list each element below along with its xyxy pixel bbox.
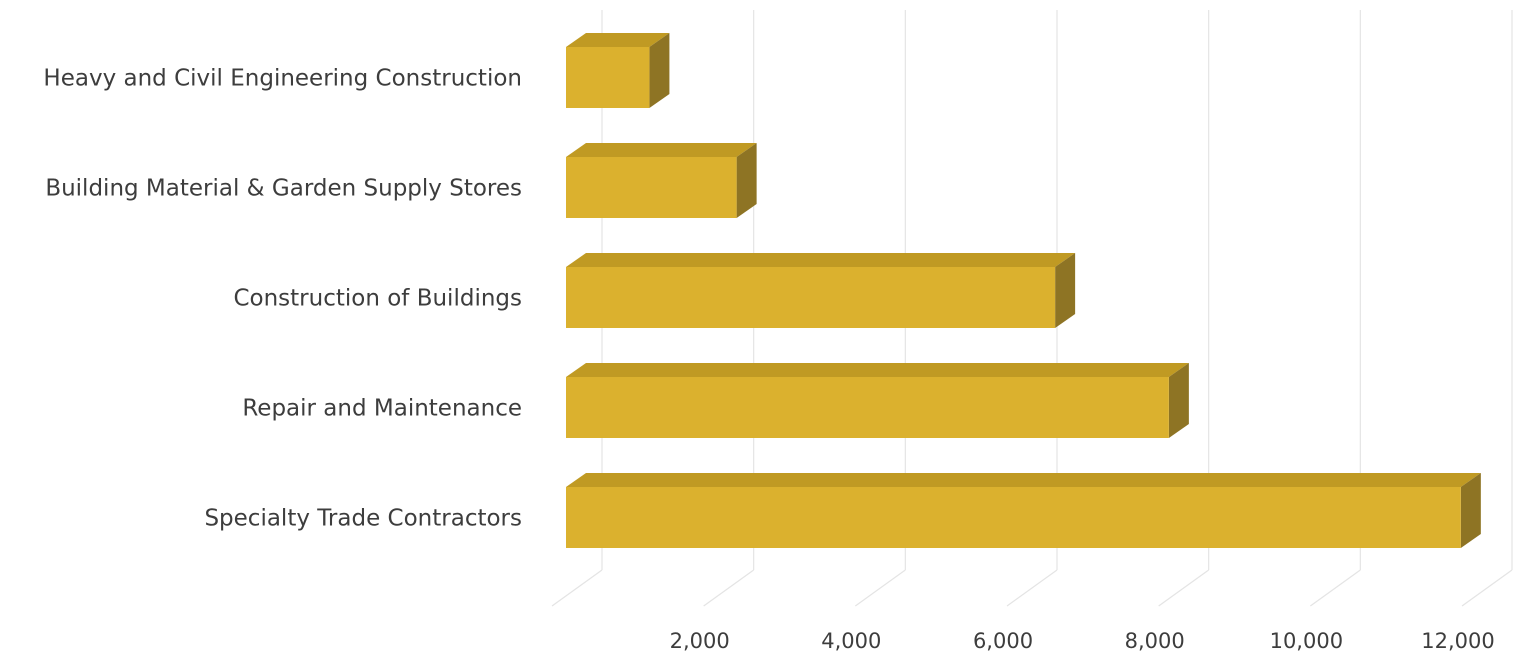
x-tick-labels: 2,000 4,000 6,000 8,000 10,000 12,000: [670, 629, 1495, 653]
bar-side-0: [649, 33, 670, 108]
bar-top-1: [566, 143, 757, 157]
bar-top-4: [566, 473, 1481, 487]
category-label-4: Specialty Trade Contractors: [204, 506, 522, 532]
x-tick-label-3: 8,000: [1125, 629, 1185, 653]
gridline-floor-5: [1309, 569, 1361, 607]
gridline-floor-4: [1158, 569, 1210, 607]
bar-side-2: [1055, 253, 1076, 328]
bar-side-1: [736, 143, 757, 218]
bar-1: [566, 143, 757, 218]
x-tick-label-4: 10,000: [1270, 629, 1343, 653]
bar-4: [566, 473, 1481, 548]
gridline-floor-6: [1461, 569, 1513, 607]
bar-front-0: [566, 47, 650, 108]
bar-front-1: [566, 157, 737, 218]
bar-side-4: [1460, 473, 1481, 548]
category-labels: Heavy and Civil Engineering Construction…: [43, 66, 522, 532]
x-tick-label-1: 4,000: [821, 629, 881, 653]
category-label-0: Heavy and Civil Engineering Construction: [43, 66, 522, 92]
bar-front-2: [566, 267, 1056, 328]
gridline-floor-0: [551, 569, 603, 607]
bar-side-3: [1168, 363, 1189, 438]
gridline-floor-1: [703, 569, 755, 607]
category-label-3: Repair and Maintenance: [242, 396, 522, 422]
bar-0: [566, 33, 670, 108]
bar-front-4: [566, 487, 1461, 548]
bars: [566, 33, 1481, 548]
bar-3: [566, 363, 1189, 438]
x-tick-label-2: 6,000: [973, 629, 1033, 653]
category-label-2: Construction of Buildings: [233, 286, 522, 312]
gridline-floor-3: [1006, 569, 1058, 607]
gridline-floor-2: [854, 569, 906, 607]
x-tick-label-0: 2,000: [670, 629, 730, 653]
bar-2: [566, 253, 1076, 328]
bar-top-2: [566, 253, 1076, 267]
bar-front-3: [566, 377, 1169, 438]
bar-top-3: [566, 363, 1189, 377]
category-label-1: Building Material & Garden Supply Stores: [45, 176, 522, 202]
x-tick-label-5: 12,000: [1421, 629, 1494, 653]
bar-top-0: [566, 33, 670, 47]
